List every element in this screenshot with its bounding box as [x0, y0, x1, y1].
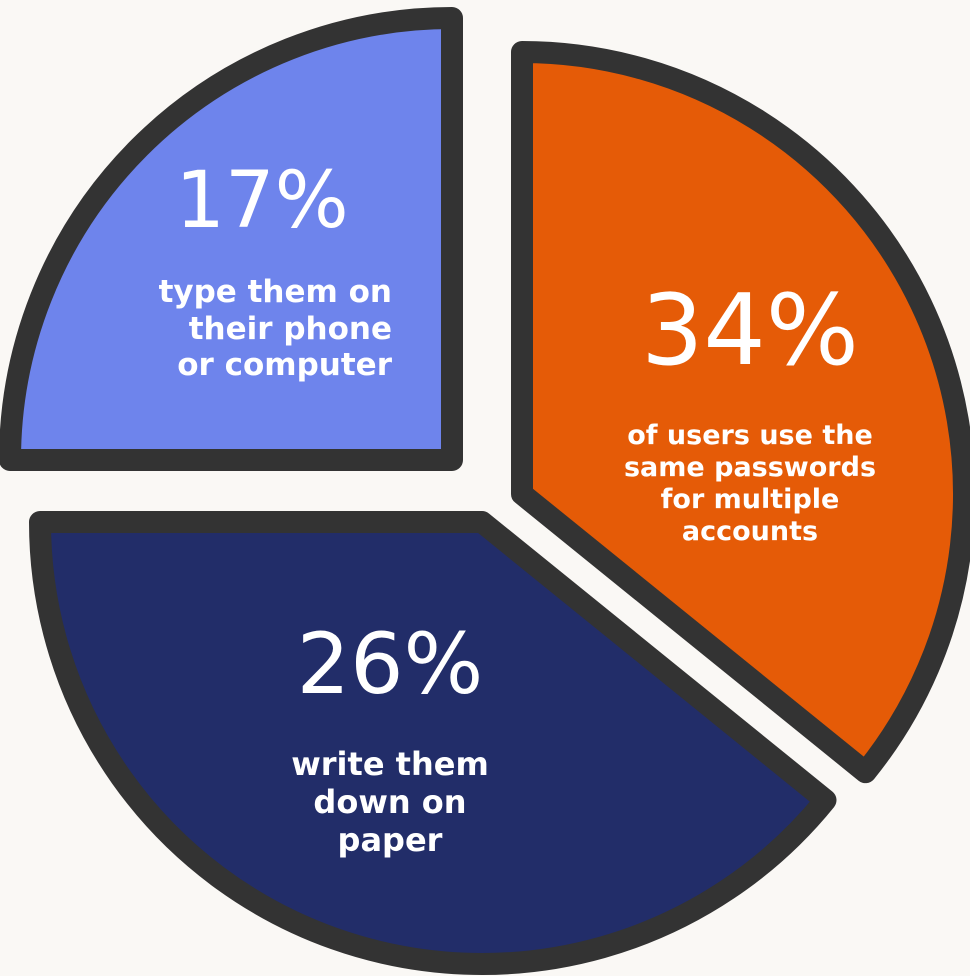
data-label-navy-text: write them down on paper — [240, 745, 540, 859]
data-label-navy-line-1: write them — [291, 745, 489, 783]
data-label-orange-value: 34% — [641, 274, 859, 388]
data-label-orange-text: of users use the same passwords for mult… — [600, 420, 900, 547]
data-label-blue-value: 17% — [175, 156, 349, 246]
data-label-navy-value: 26% — [296, 615, 484, 713]
pie-slice-orange — [511, 41, 970, 784]
data-label-blue-line-3: or computer — [177, 347, 392, 384]
data-label-orange-line-1: of users use the — [627, 420, 873, 451]
pie-slice-blue — [0, 7, 463, 471]
data-label-orange-line-2: same passwords — [623, 451, 877, 483]
data-label-blue-line-1: type them on — [158, 274, 392, 310]
data-label-navy-line-3: paper — [337, 820, 443, 859]
slice-label-blue: 17% type them on their phone or computer — [112, 162, 412, 384]
data-label-orange-line-4: accounts — [681, 515, 819, 547]
slice-label-navy: 26% write them down on paper — [240, 622, 540, 859]
data-label-blue-text: type them on their phone or computer — [112, 274, 412, 384]
data-label-orange-line-3: for multiple — [660, 483, 840, 515]
data-label-blue-line-2: their phone — [188, 310, 392, 347]
pie-slice-navy — [29, 511, 837, 975]
slice-label-orange: 34% of users use the same passwords for … — [600, 282, 900, 547]
data-label-navy-line-2: down on — [313, 782, 467, 821]
